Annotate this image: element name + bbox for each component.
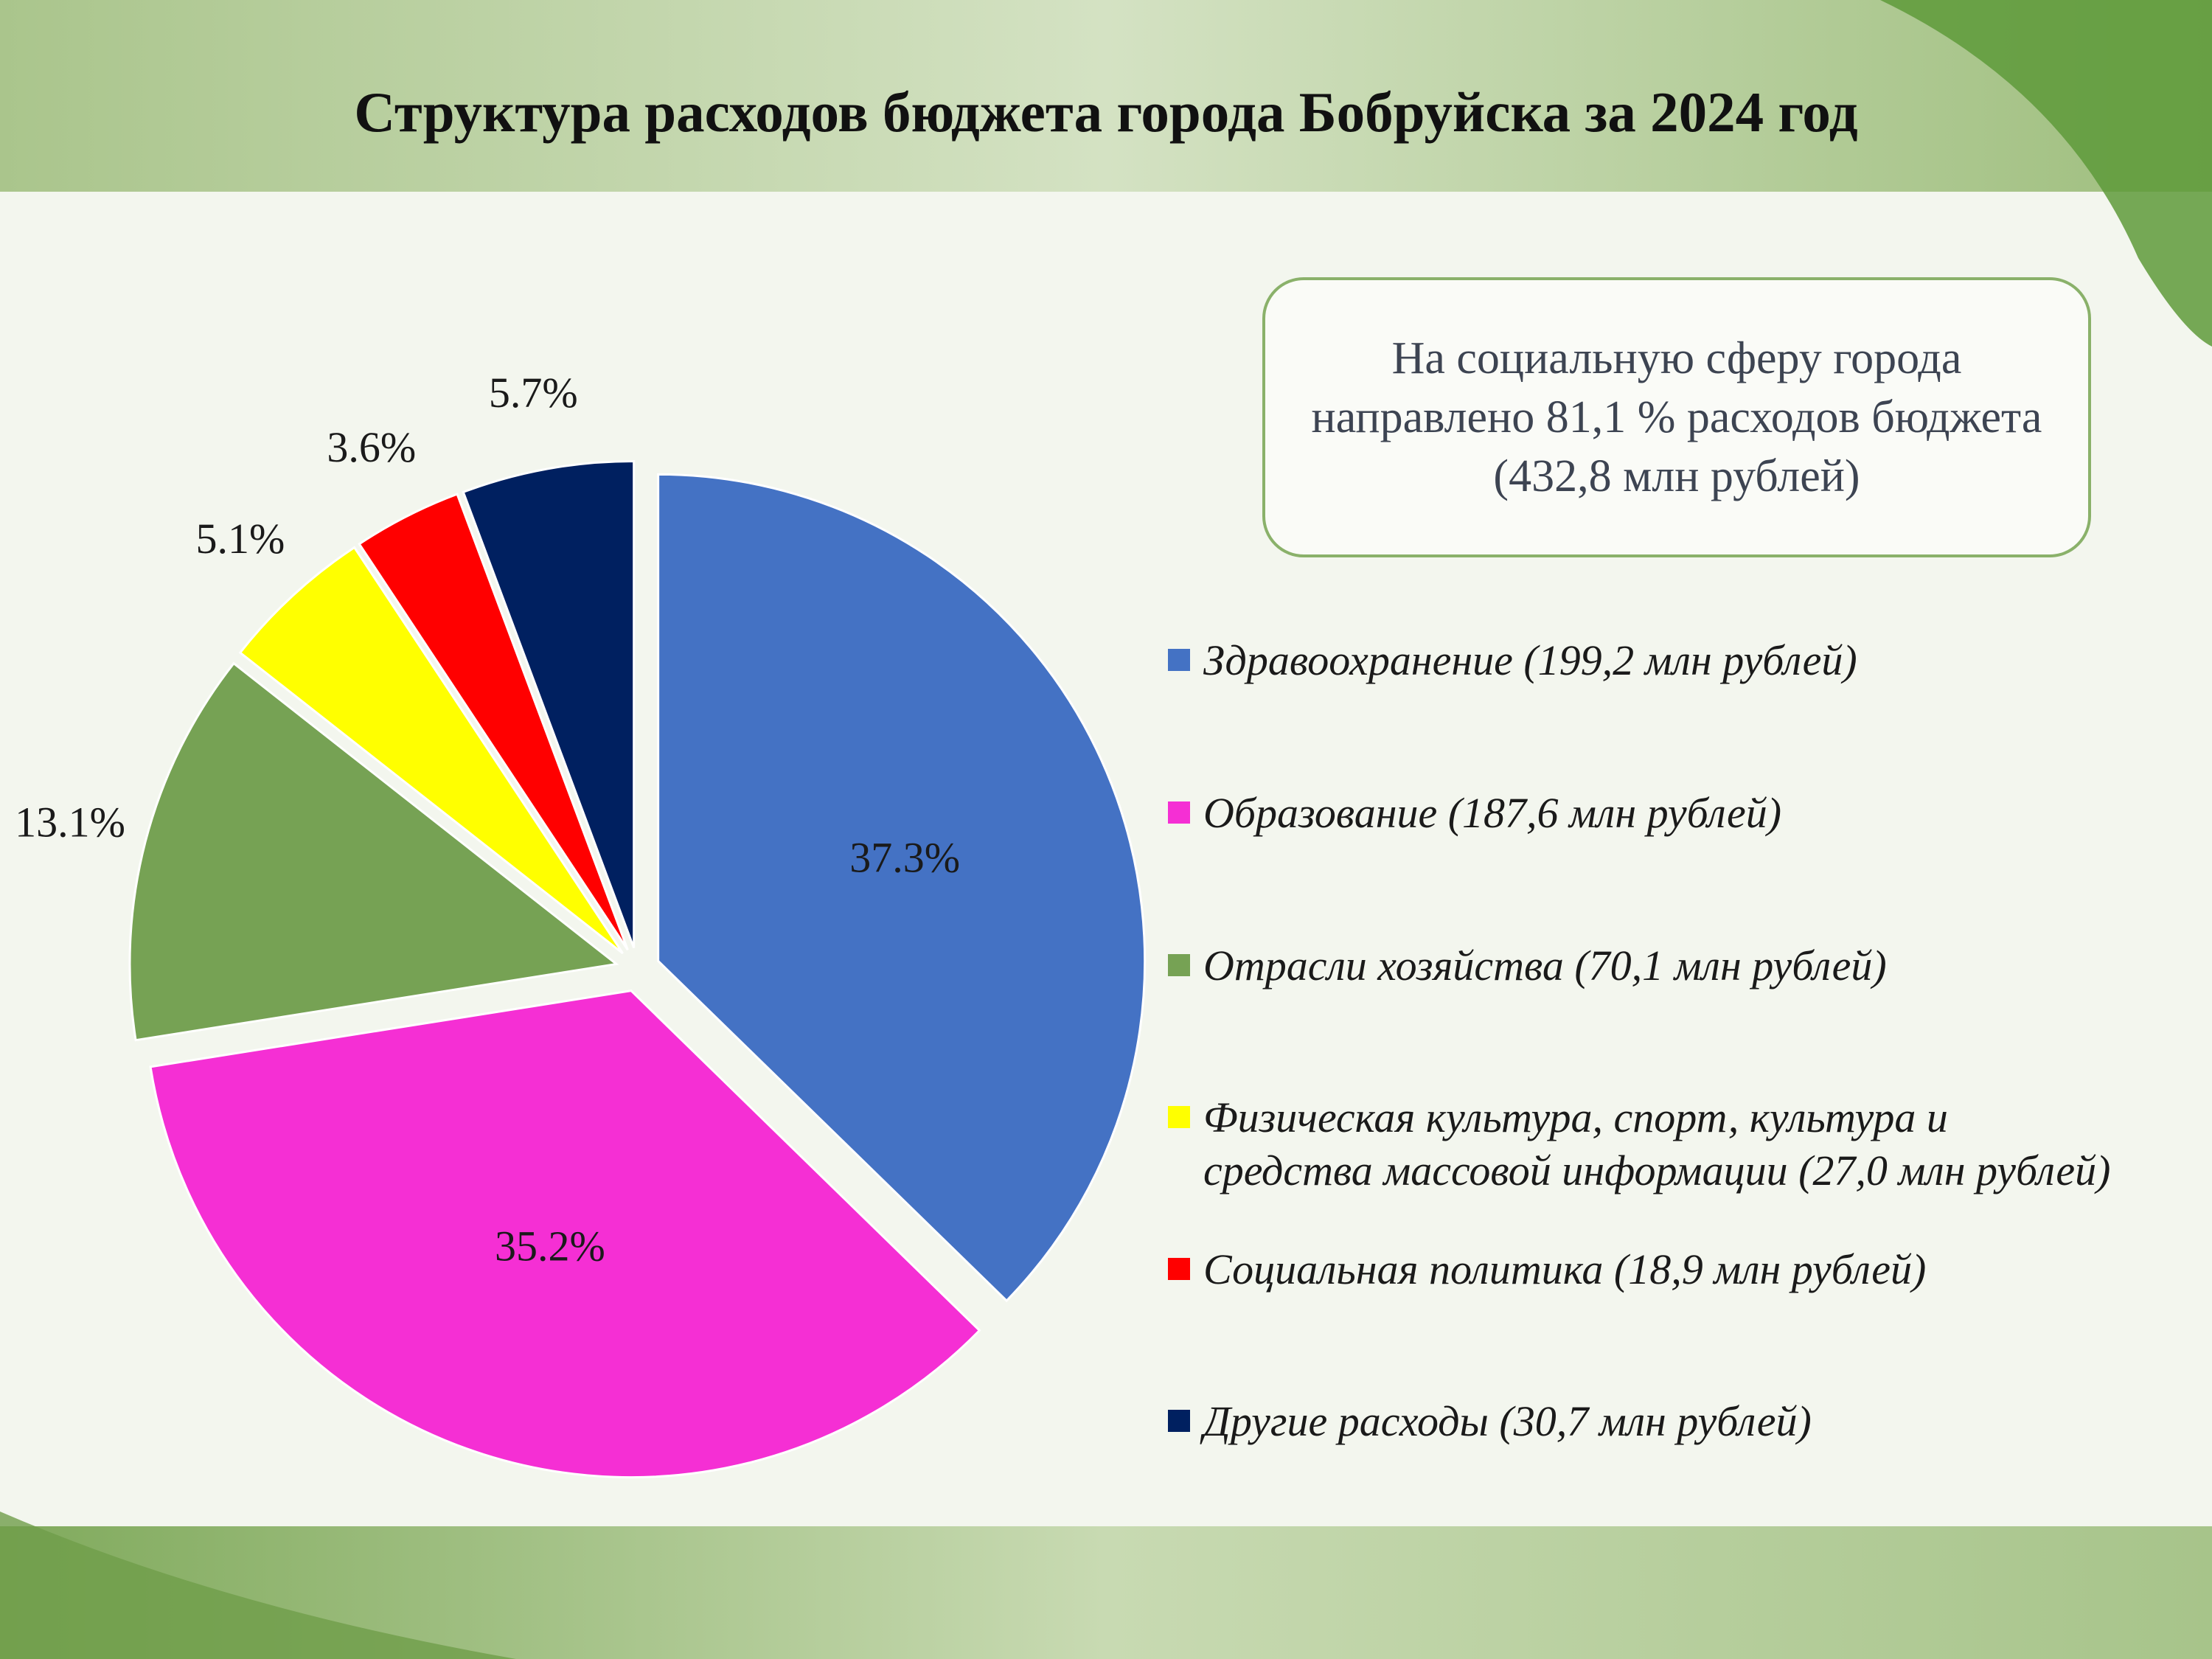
legend-swatch — [1168, 1106, 1190, 1128]
corner-swoosh-top — [1880, 0, 2212, 347]
legend-swatch — [1168, 1258, 1190, 1280]
pie-slice-other — [462, 459, 636, 949]
legend-label: Здравоохранение (199,2 млн рублей) — [1203, 636, 1857, 684]
legend-swatch — [1168, 954, 1190, 976]
pie-label-economy: 13.1% — [15, 799, 125, 846]
legend-label: Физическая культура, спорт, культура и с… — [1203, 1093, 2111, 1194]
pie-label-social-policy: 3.6% — [327, 423, 416, 471]
legend-label: Социальная политика (18,9 млн рублей) — [1203, 1245, 1927, 1293]
legend-swatch — [1168, 1410, 1190, 1432]
pie-label-healthcare: 37.3% — [849, 833, 960, 881]
legend-label: Отрасли хозяйства (70,1 млн рублей) — [1203, 942, 1887, 990]
pie-slice-education — [149, 989, 981, 1479]
pie-slice-social-policy — [358, 493, 629, 951]
pie-label-other: 5.7% — [489, 369, 578, 417]
pie-slice-culture-sport — [238, 546, 624, 955]
slide-title: Структура расходов бюджета города Бобруй… — [354, 80, 1858, 144]
legend-swatch — [1168, 649, 1190, 671]
corner-swoosh-bottom — [0, 1512, 516, 1659]
pie-slice-healthcare — [657, 473, 1147, 1303]
legend-swatch — [1168, 801, 1190, 824]
header-band — [0, 0, 2212, 192]
social-sphere-note: На социальную сферу города направлено 81… — [1262, 277, 2091, 557]
pie-label-culture-sport: 5.1% — [195, 515, 285, 563]
legend-label: Образование (187,6 млн рублей) — [1203, 789, 1782, 837]
legend-label: Другие расходы (30,7 млн рублей) — [1203, 1397, 1812, 1445]
note-text: На социальную сферу города направлено 81… — [1311, 333, 2042, 501]
pie-slice-economy — [128, 661, 619, 1042]
pie-label-education: 35.2% — [495, 1222, 605, 1270]
